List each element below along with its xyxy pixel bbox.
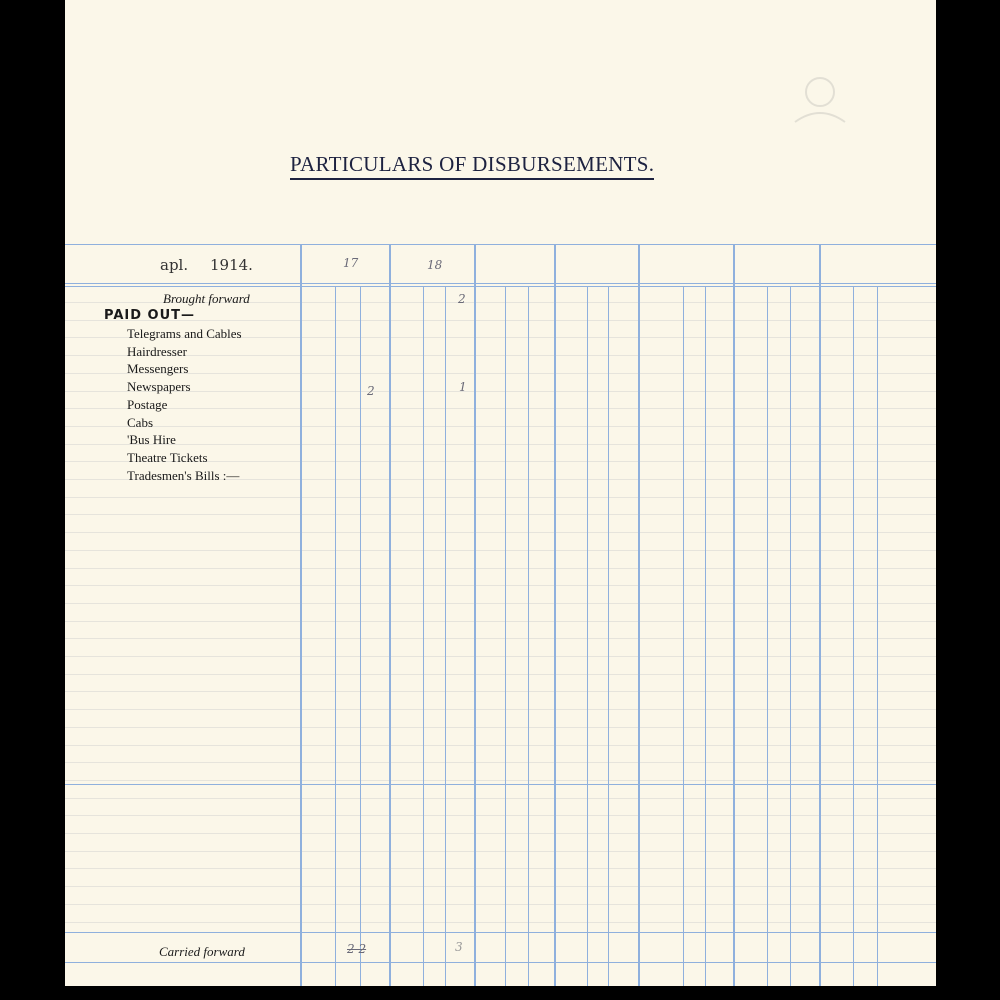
crest-emblem-icon bbox=[794, 77, 846, 123]
paid-out-item: Postage bbox=[127, 396, 168, 412]
faint-rule bbox=[65, 868, 936, 870]
paid-out-heading: PAID OUT— bbox=[104, 308, 196, 323]
faint-rule bbox=[65, 337, 936, 339]
page-title: PARTICULARS OF DISBURSEMENTS. bbox=[290, 152, 655, 180]
column-rule bbox=[554, 244, 556, 986]
carried-forward-entry-17: 2 2 bbox=[347, 942, 367, 956]
carried-forward-entry-18: 3 bbox=[455, 940, 463, 954]
subcolumn-rule bbox=[608, 286, 609, 986]
rule bbox=[65, 962, 936, 963]
column-rule bbox=[474, 244, 476, 986]
column-rule bbox=[389, 244, 391, 986]
subcolumn-rule bbox=[683, 286, 684, 986]
faint-rule bbox=[65, 691, 936, 693]
rule bbox=[65, 932, 936, 933]
brought-forward-entry: 2 bbox=[458, 292, 466, 306]
faint-rule bbox=[65, 638, 936, 640]
faint-rule bbox=[65, 549, 936, 551]
faint-rule bbox=[65, 921, 936, 923]
column-date-17: 17 bbox=[343, 256, 359, 270]
subcolumn-rule bbox=[505, 286, 506, 986]
column-rule bbox=[638, 244, 640, 986]
faint-rule bbox=[65, 744, 936, 746]
paid-out-item: Cabs bbox=[127, 414, 153, 430]
subcolumn-rule bbox=[445, 286, 446, 986]
faint-rule bbox=[65, 903, 936, 905]
year: 1914. bbox=[210, 256, 253, 274]
paid-out-item: Messengers bbox=[127, 361, 189, 377]
faint-rule bbox=[65, 514, 936, 516]
faint-rule bbox=[65, 302, 936, 303]
paid-out-item: Theatre Tickets bbox=[127, 449, 208, 465]
faint-rule bbox=[65, 602, 936, 604]
faint-rule bbox=[65, 850, 936, 852]
faint-rule bbox=[65, 355, 936, 357]
paid-out-item: Newspapers bbox=[127, 379, 191, 395]
subcolumn-rule bbox=[790, 286, 791, 986]
faint-rule bbox=[65, 656, 936, 657]
faint-rule bbox=[65, 408, 936, 410]
faint-rule bbox=[65, 709, 936, 711]
paid-out-item: Hairdresser bbox=[127, 343, 187, 359]
subcolumn-rule bbox=[587, 286, 588, 986]
faint-rule bbox=[65, 567, 936, 569]
faint-rule bbox=[65, 496, 936, 498]
faint-rule bbox=[65, 443, 936, 445]
faint-rule bbox=[65, 726, 936, 728]
column-rule bbox=[733, 244, 735, 986]
subcolumn-rule bbox=[767, 286, 768, 986]
paid-out-item: 'Bus Hire bbox=[127, 432, 176, 448]
paid-out-item: Tradesmen's Bills :— bbox=[127, 467, 240, 483]
faint-rule bbox=[65, 833, 936, 834]
column-rule bbox=[300, 244, 302, 986]
faint-rule bbox=[65, 532, 936, 534]
disbursements-sheet: PARTICULARS OF DISBURSEMENTS. apl. 1914.… bbox=[65, 0, 936, 986]
month-handwritten: apl. bbox=[160, 256, 189, 274]
newspapers-entry-17: 2 bbox=[367, 384, 375, 398]
faint-rule bbox=[65, 479, 936, 480]
column-date-18: 18 bbox=[427, 258, 443, 272]
subcolumn-rule bbox=[360, 286, 361, 986]
subcolumn-rule bbox=[705, 286, 706, 986]
brought-forward-label: Brought forward bbox=[163, 291, 250, 306]
faint-rule bbox=[65, 585, 936, 587]
faint-rule bbox=[65, 673, 936, 675]
rule bbox=[65, 286, 936, 287]
faint-rule bbox=[65, 390, 936, 392]
subcolumn-rule bbox=[335, 286, 336, 986]
subcolumn-rule bbox=[853, 286, 854, 986]
rule bbox=[65, 784, 936, 785]
faint-rule bbox=[65, 319, 936, 321]
newspapers-entry-18: 1 bbox=[459, 380, 467, 394]
faint-rule bbox=[65, 620, 936, 622]
faint-rule bbox=[65, 762, 936, 764]
faint-rule bbox=[65, 425, 936, 427]
subcolumn-rule bbox=[423, 286, 424, 986]
faint-rule bbox=[65, 815, 936, 817]
rule bbox=[65, 283, 936, 284]
faint-rule bbox=[65, 886, 936, 888]
carried-forward-label: Carried forward bbox=[159, 944, 245, 959]
faint-rule bbox=[65, 461, 936, 463]
subcolumn-rule bbox=[877, 286, 878, 986]
faint-rule bbox=[65, 372, 936, 374]
faint-rule bbox=[65, 779, 936, 781]
subcolumn-rule bbox=[528, 286, 529, 986]
column-rule bbox=[819, 244, 821, 986]
rule bbox=[65, 244, 936, 245]
paid-out-item: Telegrams and Cables bbox=[127, 326, 242, 341]
faint-rule bbox=[65, 797, 936, 799]
